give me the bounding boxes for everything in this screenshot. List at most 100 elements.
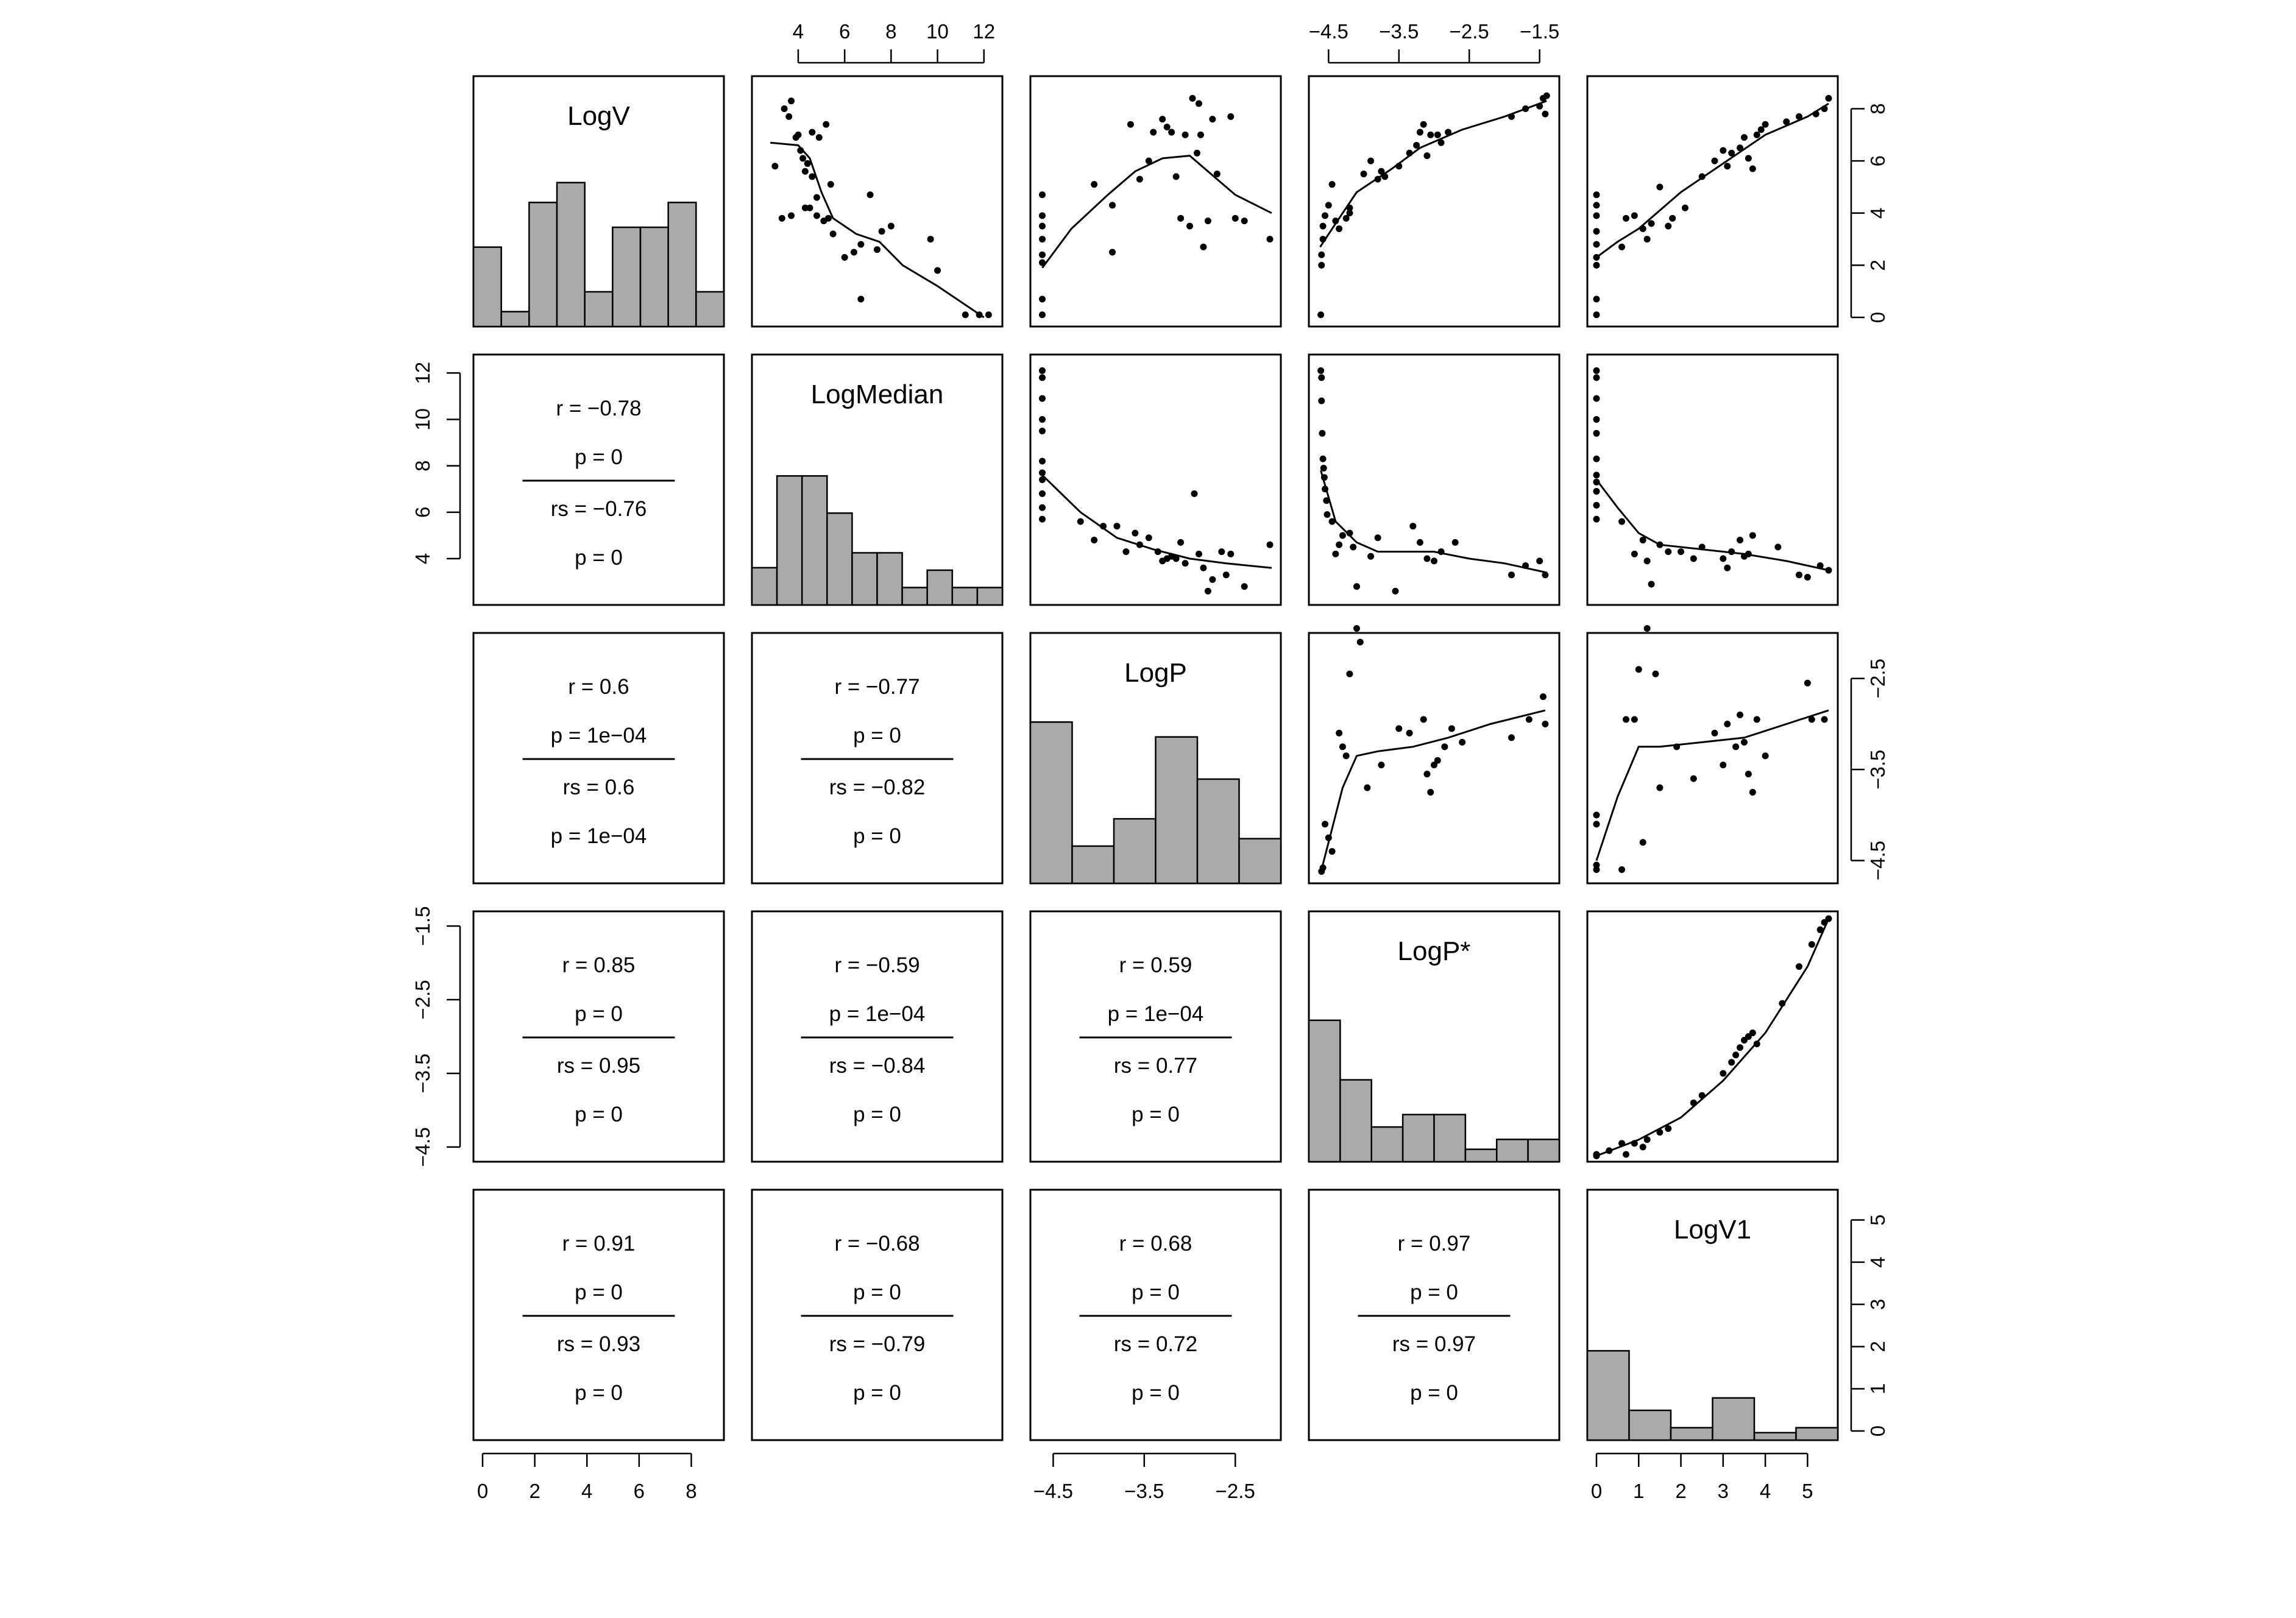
scatter-point-LogMedian-LogP-8 bbox=[1038, 490, 1046, 497]
lowess-line-LogMedian-LogV1 bbox=[1595, 479, 1829, 571]
scatter-point-LogP-LogPstar-14 bbox=[1406, 729, 1413, 737]
scatter-point-LogV-LogP-31 bbox=[1231, 214, 1239, 222]
scatter-point-LogP-LogV1-17 bbox=[1732, 743, 1740, 751]
scatter-point-LogV-LogMedian-11 bbox=[801, 168, 809, 175]
histogram-bar-LogV-3 bbox=[556, 182, 586, 328]
scatter-point-LogV-LogV1-31 bbox=[1783, 118, 1790, 125]
scatter-point-LogV-LogP-1 bbox=[1038, 295, 1046, 303]
scatter-point-LogV-LogMedian-12 bbox=[809, 173, 816, 180]
correlation-text-9-3: p = 0 bbox=[1410, 1381, 1458, 1405]
tick-label-right-LogV1-4: 4 bbox=[1866, 1257, 1889, 1268]
panel-frame-1-0 bbox=[472, 353, 725, 606]
scatter-point-LogV-LogV1-30 bbox=[1762, 121, 1769, 128]
scatter-point-LogP-LogV1-23 bbox=[1762, 752, 1769, 760]
scatter-point-LogPstar-LogV1-14 bbox=[1732, 1051, 1740, 1059]
scatter-point-LogV-LogV1-24 bbox=[1737, 144, 1744, 152]
scatter-point-LogPstar-LogV1-4 bbox=[1622, 1151, 1629, 1158]
correlation-text-4-1: p = 1e−04 bbox=[829, 1002, 926, 1026]
scatter-point-LogMedian-LogV1-24 bbox=[1737, 537, 1744, 544]
panel-frame-1-4 bbox=[1586, 353, 1839, 606]
panel-frame-0-2 bbox=[1029, 75, 1282, 328]
correlation-text-5-0: r = 0.59 bbox=[1119, 953, 1192, 977]
scatter-point-LogV-LogMedian-32 bbox=[934, 267, 941, 274]
scatter-point-LogMedian-LogV1-5 bbox=[1593, 455, 1600, 462]
scatter-point-LogV-LogV1-17 bbox=[1669, 214, 1676, 222]
histogram-bar-LogP-0 bbox=[1029, 721, 1073, 885]
scatter-point-LogV-LogV1-0 bbox=[1593, 311, 1600, 319]
scatter-point-LogV-LogV1-1 bbox=[1593, 295, 1600, 303]
tick-label-left-LogPstar-2: −2.5 bbox=[411, 980, 434, 1019]
scatter-point-LogV-LogP-23 bbox=[1193, 149, 1200, 157]
scatter-point-LogV-LogPstar-4 bbox=[1319, 222, 1327, 230]
scatter-point-LogV-LogV1-2 bbox=[1593, 261, 1600, 269]
scatter-point-LogMedian-LogPstar-11 bbox=[1332, 550, 1339, 557]
panel-frame-4-0 bbox=[472, 1189, 725, 1441]
scatter-point-LogP-LogPstar-21 bbox=[1448, 725, 1455, 732]
scatter-point-LogP-LogPstar-11 bbox=[1364, 784, 1371, 791]
scatter-point-LogP-LogV1-21 bbox=[1749, 789, 1756, 796]
panel-frame-0-1 bbox=[751, 75, 1004, 328]
panel-frame-4-2 bbox=[1029, 1189, 1282, 1441]
scatter-point-LogV-LogMedian-7 bbox=[809, 129, 816, 136]
histogram-bar-LogPstar-5 bbox=[1464, 1148, 1498, 1163]
scatter-point-LogV-LogV1-25 bbox=[1740, 134, 1748, 141]
correlation-text-8-2: rs = 0.72 bbox=[1114, 1332, 1197, 1356]
scatter-point-LogMedian-LogP-18 bbox=[1145, 534, 1152, 542]
histogram-bar-LogP-1 bbox=[1071, 845, 1115, 885]
scatter-point-LogV-LogV1-4 bbox=[1593, 241, 1600, 248]
scatter-point-LogMedian-LogPstar-25 bbox=[1451, 539, 1459, 546]
scatter-point-LogMedian-LogV1-8 bbox=[1593, 488, 1600, 495]
histogram-bar-LogPstar-3 bbox=[1401, 1114, 1435, 1163]
lowess-line-LogP-LogV1 bbox=[1595, 709, 1829, 861]
correlation-text-8-1: p = 0 bbox=[1132, 1281, 1180, 1304]
scatter-point-LogP-LogPstar-5 bbox=[1336, 729, 1343, 737]
scatter-point-LogMedian-LogV1-30 bbox=[1804, 574, 1811, 581]
scatter-point-LogP-LogV1-13 bbox=[1690, 775, 1697, 782]
correlation-text-3-1: p = 0 bbox=[575, 1002, 623, 1026]
tick-label-top-LogMedian-0: 4 bbox=[793, 20, 804, 43]
scatter-point-LogV-LogPstar-25 bbox=[1434, 131, 1441, 138]
scatter-point-LogMedian-LogPstar-0 bbox=[1317, 367, 1325, 374]
scatter-point-LogMedian-LogV1-29 bbox=[1796, 571, 1803, 579]
correlation-text-4-2: rs = −0.84 bbox=[829, 1054, 926, 1078]
scatter-point-LogV-LogMedian-30 bbox=[887, 222, 895, 230]
scatter-point-LogMedian-LogV1-7 bbox=[1593, 478, 1600, 486]
scatter-point-LogV-LogV1-9 bbox=[1618, 243, 1626, 250]
histogram-bar-LogV1-3 bbox=[1712, 1397, 1756, 1441]
scatter-point-LogV-LogMedian-9 bbox=[815, 134, 823, 141]
scatter-point-LogV-LogPstar-9 bbox=[1336, 225, 1343, 232]
scatter-point-LogP-LogPstar-22 bbox=[1459, 738, 1466, 746]
tick-label-left-LogMedian-2: 8 bbox=[411, 460, 434, 471]
scatter-point-LogMedian-LogP-4 bbox=[1038, 427, 1046, 434]
scatter-point-LogMedian-LogV1-3 bbox=[1593, 415, 1600, 423]
scatter-point-LogP-LogV1-22 bbox=[1753, 716, 1760, 723]
scatter-point-LogMedian-LogPstar-29 bbox=[1542, 571, 1549, 579]
diagonal-label-LogV1: LogV1 bbox=[1674, 1215, 1751, 1245]
panel-frame-4-1 bbox=[751, 1189, 1004, 1441]
scatter-point-LogV-LogP-14 bbox=[1150, 129, 1157, 136]
panel-frame-2-1 bbox=[751, 632, 1004, 885]
scatter-point-LogPstar-LogV1-18 bbox=[1749, 1029, 1756, 1036]
correlation-text-8-0: r = 0.68 bbox=[1119, 1232, 1192, 1256]
scatter-point-LogP-LogV1-8 bbox=[1639, 839, 1646, 846]
tick-label-right-LogV1-3: 3 bbox=[1866, 1299, 1889, 1310]
tick-label-right-LogV-2: 4 bbox=[1866, 208, 1889, 219]
scatter-point-LogV-LogMedian-3 bbox=[788, 97, 795, 105]
scatter-point-LogV-LogPstar-22 bbox=[1420, 121, 1427, 128]
scatter-point-LogV-LogV1-27 bbox=[1749, 165, 1756, 172]
scatter-point-LogV-LogV1-18 bbox=[1681, 204, 1688, 211]
scatter-point-LogMedian-LogV1-17 bbox=[1665, 548, 1672, 556]
scatter-point-LogV-LogMedian-10 bbox=[799, 155, 807, 162]
scatter-point-LogP-LogPstar-15 bbox=[1420, 716, 1427, 723]
scatter-point-LogMedian-LogV1-4 bbox=[1593, 429, 1600, 437]
scatter-point-LogMedian-LogV1-22 bbox=[1724, 564, 1731, 571]
panel-frame-3-1 bbox=[751, 910, 1004, 1163]
scatter-point-LogMedian-LogP-31 bbox=[1218, 548, 1225, 556]
scatter-point-LogMedian-LogP-27 bbox=[1195, 550, 1202, 557]
histogram-bar-LogMedian-3 bbox=[826, 512, 853, 606]
scatter-point-LogV-LogPstar-10 bbox=[1342, 214, 1350, 222]
scatter-point-LogP-LogPstar-10 bbox=[1356, 638, 1364, 646]
tick-label-right-LogP-1: −3.5 bbox=[1866, 750, 1889, 790]
panel-frame-3-0 bbox=[472, 910, 725, 1163]
